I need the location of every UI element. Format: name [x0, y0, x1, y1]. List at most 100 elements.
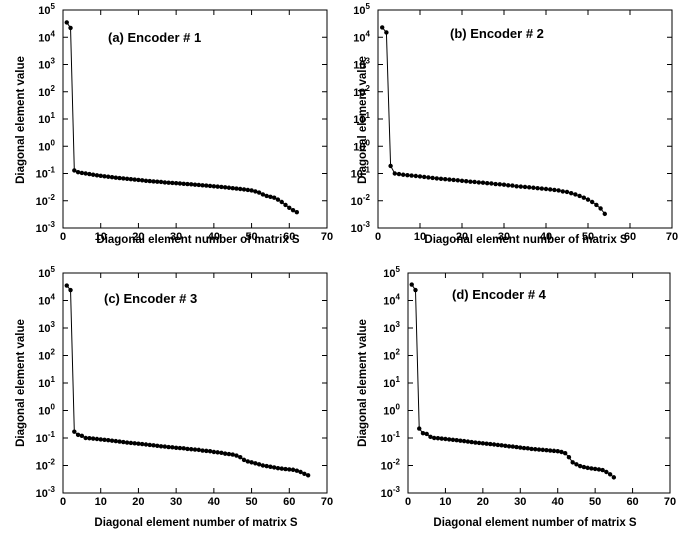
data-point: [560, 189, 565, 194]
data-point: [189, 182, 194, 187]
x-tick-label: 0: [405, 496, 411, 508]
x-tick-label: 20: [132, 496, 144, 508]
data-point: [204, 183, 209, 188]
data-point: [90, 436, 96, 441]
data-point: [413, 173, 418, 179]
data-point: [151, 179, 156, 184]
data-point: [401, 172, 406, 177]
x-tick-label: 60: [283, 496, 295, 508]
data-point: [287, 467, 292, 472]
x-tick-label: 60: [626, 496, 638, 508]
data-point: [109, 438, 115, 443]
x-tick-label: 20: [456, 231, 468, 243]
data-point: [294, 210, 300, 215]
data-point: [590, 199, 595, 205]
data-point: [253, 461, 258, 466]
data-point: [185, 446, 190, 452]
data-point: [458, 438, 463, 443]
data-point: [222, 451, 228, 456]
data-point: [75, 432, 81, 438]
data-point: [249, 188, 254, 193]
data-point: [493, 181, 498, 187]
data-point: [480, 441, 486, 446]
data-point: [200, 183, 205, 188]
data-point: [147, 178, 152, 184]
data-point: [485, 181, 490, 186]
data-point: [461, 438, 467, 444]
data-point: [422, 174, 427, 180]
data-point: [480, 180, 486, 185]
panel-title: (d) Encoder # 4: [452, 287, 547, 302]
panel-title: (b) Encoder # 2: [450, 26, 544, 41]
plot-frame: [407, 272, 671, 494]
data-point: [72, 168, 77, 173]
chart-panel-2: 0 10 20 30 40 50 60 70 10-3 10-2 10-1 100 101 102 103 1…: [351, 2, 679, 246]
data-point: [264, 463, 269, 469]
data-point: [219, 450, 224, 455]
data-point: [592, 466, 598, 472]
data-point: [140, 441, 145, 447]
x-tick-label: 50: [245, 496, 257, 508]
data-point: [518, 184, 523, 189]
y-tick-label: 102: [353, 84, 370, 99]
data-point: [424, 431, 429, 437]
data-point: [514, 184, 519, 189]
data-point: [173, 181, 179, 186]
data-point: [90, 172, 96, 177]
y-tick-label: 104: [38, 293, 55, 308]
data-point: [256, 462, 262, 467]
y-axis-label: Diagonal element value: [357, 319, 369, 447]
data-point: [181, 446, 186, 451]
data-point: [143, 442, 149, 447]
data-point: [468, 179, 473, 184]
y-tick-label: 100: [383, 403, 400, 418]
x-tick-label: 50: [589, 496, 601, 508]
x-tick-label: 70: [664, 496, 676, 508]
data-point: [585, 465, 590, 471]
y-tick-label: 100: [38, 138, 55, 153]
data-point: [253, 189, 258, 194]
data-point: [564, 189, 570, 195]
data-point: [570, 460, 575, 465]
data-point: [518, 445, 523, 450]
data-point: [529, 446, 534, 452]
data-point: [428, 434, 433, 440]
data-point: [106, 174, 111, 179]
data-point: [459, 178, 465, 183]
data-point: [83, 171, 88, 176]
data-point: [290, 467, 296, 472]
data-point: [238, 455, 243, 460]
data-point: [581, 195, 586, 200]
data-point: [204, 448, 209, 454]
x-tick-label: 40: [208, 231, 220, 243]
y-tick-label: 102: [383, 348, 400, 363]
x-tick-label: 0: [60, 496, 66, 508]
data-point: [272, 195, 277, 200]
data-point: [151, 443, 156, 448]
y-tick-label: 101: [38, 375, 55, 390]
data-point: [495, 442, 501, 448]
data-point: [384, 30, 389, 35]
data-point: [173, 445, 179, 451]
data-point: [544, 448, 549, 453]
data-point: [238, 186, 243, 192]
data-point: [446, 437, 452, 442]
data-point: [222, 185, 228, 190]
data-point: [600, 467, 605, 473]
y-tick-label: 10-3: [36, 485, 56, 500]
data-point: [392, 171, 397, 176]
x-tick-label: 10: [439, 496, 451, 508]
data-point: [577, 463, 583, 469]
data-point: [552, 187, 557, 193]
x-tick-label: 60: [624, 231, 636, 243]
data-point: [170, 180, 175, 186]
x-tick-label: 40: [208, 496, 220, 508]
x-tick-label: 70: [321, 496, 333, 508]
data-point: [527, 185, 532, 190]
data-point: [166, 444, 171, 450]
data-point: [109, 175, 115, 180]
data-point: [497, 182, 502, 187]
data-point: [540, 447, 545, 453]
y-tick-label: 105: [38, 2, 55, 17]
y-tick-label: 105: [383, 265, 400, 280]
